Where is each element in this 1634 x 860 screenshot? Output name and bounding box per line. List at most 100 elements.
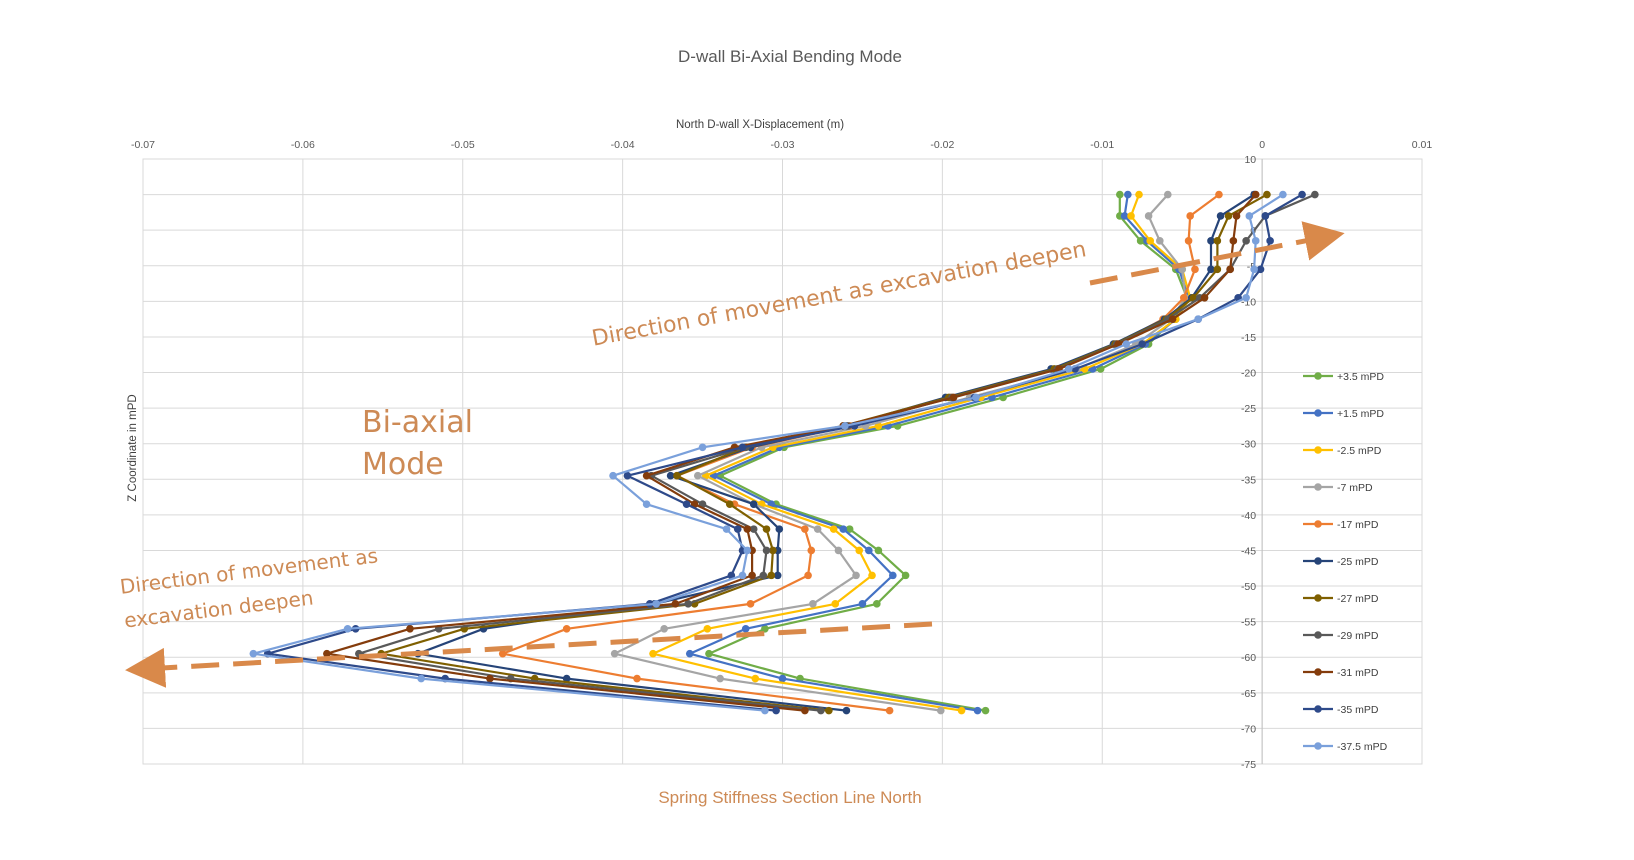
data-point — [652, 600, 660, 608]
legend-swatch-marker — [1314, 409, 1322, 417]
data-point — [1279, 190, 1287, 199]
x-tick-label: -0.03 — [771, 139, 795, 151]
y-tick-label: -65 — [1241, 688, 1256, 700]
data-point — [498, 649, 507, 658]
data-point — [801, 525, 809, 533]
data-point — [749, 525, 758, 533]
data-point — [562, 624, 571, 633]
series-4 — [498, 190, 1223, 715]
data-point — [684, 600, 692, 608]
data-point — [1266, 237, 1274, 245]
legend-label: -37.5 mPD — [1337, 741, 1388, 753]
data-point — [1120, 212, 1129, 220]
data-point — [1200, 293, 1209, 302]
data-point — [1250, 265, 1258, 274]
y-tick-label: -70 — [1241, 723, 1256, 735]
legend-label: +3.5 mPD — [1337, 371, 1384, 383]
y-tick-label: -25 — [1241, 403, 1256, 415]
legend-item: -29 mPD — [1303, 630, 1379, 642]
legend-item: +1.5 mPD — [1303, 408, 1384, 420]
data-point — [633, 674, 641, 683]
legend-label: -25 mPD — [1337, 556, 1379, 568]
data-point — [804, 571, 812, 580]
data-point — [1138, 340, 1147, 348]
y-tick-label: -20 — [1241, 368, 1256, 380]
data-point — [323, 649, 331, 658]
data-point — [839, 525, 848, 533]
data-point — [660, 624, 668, 633]
data-point — [775, 525, 784, 533]
legend-swatch-marker — [1314, 742, 1322, 750]
data-point — [738, 443, 747, 452]
data-point — [841, 422, 849, 430]
legend-swatch-marker — [1314, 520, 1322, 528]
data-point — [733, 525, 742, 533]
legend-item: +3.5 mPD — [1303, 371, 1384, 383]
data-point — [1184, 237, 1193, 245]
x-tick-label: -0.07 — [131, 139, 155, 151]
data-point — [809, 600, 817, 608]
data-point — [769, 546, 777, 555]
y-tick-label: -45 — [1241, 545, 1256, 557]
bi-axial-mode-label: Bi-axial Mode — [362, 402, 512, 486]
legend-item: -31 mPD — [1303, 667, 1379, 679]
legend-label: -27 mPD — [1337, 593, 1379, 605]
legend-swatch-marker — [1314, 705, 1322, 713]
series-line — [416, 193, 1255, 712]
data-point — [1136, 237, 1145, 245]
data-point — [738, 571, 747, 580]
data-point — [981, 706, 990, 715]
data-point — [725, 500, 734, 509]
data-point — [1232, 212, 1241, 220]
data-point — [829, 525, 838, 533]
data-point — [801, 706, 809, 715]
data-point — [834, 546, 843, 555]
data-point — [751, 674, 760, 683]
data-point — [671, 600, 680, 608]
data-point — [666, 471, 675, 480]
series-10 — [249, 190, 1287, 715]
data-point — [852, 571, 860, 580]
chart-title: D-wall Bi-Axial Bending Mode — [678, 47, 902, 66]
data-point — [743, 546, 752, 555]
x-tick-label: 0.01 — [1412, 139, 1433, 151]
data-point — [685, 649, 694, 658]
data-point — [817, 706, 825, 715]
data-point — [1251, 190, 1260, 199]
data-point — [855, 546, 864, 555]
data-point — [486, 674, 494, 683]
data-point — [972, 393, 980, 402]
data-point — [746, 600, 755, 608]
data-point — [705, 649, 713, 658]
data-point — [610, 649, 619, 658]
data-point — [1213, 237, 1222, 245]
data-point — [673, 471, 681, 480]
data-point — [1298, 190, 1306, 199]
data-point — [842, 706, 851, 715]
legend-item: -27 mPD — [1303, 593, 1379, 605]
series-line — [501, 193, 1220, 712]
data-point — [727, 571, 736, 580]
data-point — [609, 471, 617, 480]
legend-label: -31 mPD — [1337, 667, 1379, 679]
data-point — [1213, 265, 1222, 274]
data-point — [1242, 293, 1250, 302]
data-point — [772, 706, 780, 715]
data-point — [716, 674, 724, 683]
data-point — [1127, 212, 1135, 220]
lower-direction-arrow — [125, 621, 933, 688]
data-point — [682, 500, 691, 509]
data-point — [343, 624, 352, 633]
legend-swatch-marker — [1314, 372, 1322, 380]
x-tick-label: -0.06 — [291, 139, 315, 151]
legend-swatch-marker — [1314, 483, 1322, 491]
legend-item: -7 mPD — [1303, 482, 1373, 494]
data-point — [642, 471, 651, 480]
data-point — [807, 546, 816, 555]
data-point — [825, 706, 833, 715]
mode-label-line1: Bi-axial — [362, 405, 473, 440]
y-tick-label: -50 — [1241, 581, 1256, 593]
data-point — [1242, 237, 1250, 245]
legend-item: -2.5 mPD — [1303, 445, 1382, 457]
data-point — [722, 525, 731, 533]
